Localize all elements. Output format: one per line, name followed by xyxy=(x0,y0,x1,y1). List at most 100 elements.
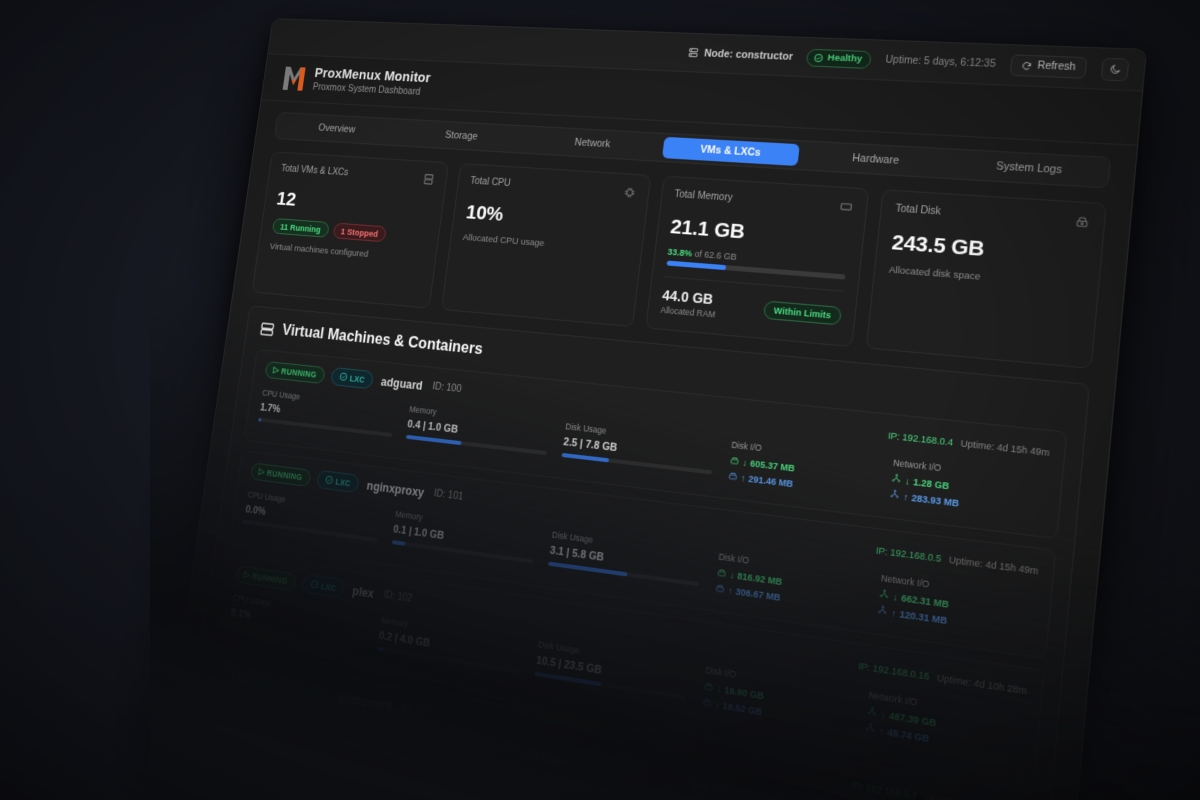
vm-cpu-fill xyxy=(243,519,245,524)
container-icon xyxy=(309,578,319,591)
hdd-icon xyxy=(729,455,740,468)
card-total-cpu-label: Total CPU xyxy=(469,175,512,189)
vm-network-meta: IP: 192.168.0.7 Uptime: 4d 15h 49m xyxy=(851,779,1016,800)
node-label: Node: constructor xyxy=(703,47,794,63)
card-total-disk: Total Disk 243.5 GB Allocated disk space xyxy=(865,189,1107,369)
card-total-memory-value: 21.1 GB xyxy=(669,215,746,244)
hdd-icon xyxy=(714,582,725,596)
vm-memory-fill xyxy=(391,540,406,546)
type-badge: LXC xyxy=(315,469,360,494)
allocated-ram-value: 44.0 GB xyxy=(661,287,714,308)
hdd-icon xyxy=(727,470,738,483)
vm-disk-metric: Disk Usage 2.5 | 7.8 GB xyxy=(561,421,716,475)
tilted-app-board: Node: constructor Healthy Uptime: 5 days… xyxy=(166,18,1148,800)
type-badge: LXC xyxy=(329,366,374,390)
vm-memory-metric: Memory 0.2 | 4.0 GB xyxy=(376,615,524,674)
servers-icon xyxy=(259,320,276,338)
hdd-icon xyxy=(716,567,727,581)
allocated-ram-label: Allocated RAM xyxy=(660,304,716,320)
tab-overview[interactable]: Overview xyxy=(317,122,356,136)
badge-running-count: 11 Running xyxy=(271,217,330,238)
vm-memory-fill xyxy=(376,646,385,652)
vm-memory-metric: Memory 0.4 | 1.0 GB xyxy=(405,404,551,456)
vm-uptime: Uptime: 4d 10h 28m xyxy=(936,671,1028,697)
card-total-cpu-note: Allocated CPU usage xyxy=(462,232,545,249)
cpu-icon xyxy=(622,186,636,204)
tab-hardware[interactable]: Hardware xyxy=(851,152,900,167)
tab-system-logs[interactable]: System Logs xyxy=(995,160,1063,177)
check-circle-icon xyxy=(813,52,824,62)
vm-disk-io-metric: Disk I/O ↓ 816.92 MB ↑ 306.67 MB xyxy=(714,551,865,618)
vm-cpu-metric: CPU Usage 0.1% xyxy=(228,593,368,649)
network-icon xyxy=(889,489,901,503)
vm-name: qbittorrent xyxy=(337,690,393,714)
vm-ip: IP: 192.168.0.16 xyxy=(857,660,930,682)
vm-id: ID: 101 xyxy=(433,488,464,503)
vm-network-meta: IP: 192.168.0.4 Uptime: 4d 15h 49m xyxy=(887,430,1050,458)
vm-row-list: ▷ RUNNING LXC adguard ID: 100 IP: 192.168… xyxy=(198,348,1068,800)
card-total-disk-note: Allocated disk space xyxy=(888,264,982,283)
type-badge: LXC xyxy=(301,573,346,599)
network-icon xyxy=(891,473,903,487)
card-total-memory: Total Memory 21.1 GB 33.8% of 62.6 GB xyxy=(644,175,870,348)
memory-icon xyxy=(839,200,854,219)
vm-name: plex xyxy=(351,583,375,601)
status-badge: ▷ RUNNING xyxy=(249,462,312,487)
status-badge-healthy: Healthy xyxy=(805,48,873,69)
vm-ip: IP: 192.168.0.7 xyxy=(850,778,918,800)
memory-percent: 33.8% xyxy=(666,246,693,259)
hdd-icon xyxy=(701,696,713,710)
status-badge: ▷ RUNNING xyxy=(235,564,297,591)
proxmenux-monitor-window: Node: constructor Healthy Uptime: 5 days… xyxy=(166,18,1148,800)
moon-icon xyxy=(1108,63,1121,75)
memory-meter: 33.8% of 62.6 GB xyxy=(665,246,847,280)
play-icon: ▷ xyxy=(228,673,236,684)
network-icon xyxy=(879,589,891,603)
memory-progress-fill xyxy=(665,260,726,271)
status-badge: ▷ RUNNING xyxy=(264,360,326,384)
hdd-icon xyxy=(690,795,702,800)
vm-net-io-metric: Network I/O ↓ 467.39 GB ↑ 48.74 GB xyxy=(864,690,1024,764)
vm-name: adguard xyxy=(380,374,424,393)
card-total-vms: Total VMs & LXCs 12 11 Running 1 Stopped xyxy=(251,151,449,309)
refresh-button[interactable]: Refresh xyxy=(1009,54,1088,79)
vm-cpu-fill xyxy=(228,623,230,628)
vm-ip: IP: 192.168.0.5 xyxy=(875,544,942,564)
theme-toggle-button[interactable] xyxy=(1100,57,1130,81)
card-total-cpu-value: 10% xyxy=(464,201,505,226)
network-icon xyxy=(866,706,878,721)
system-uptime: Uptime: 5 days, 6:12:35 xyxy=(885,54,997,70)
tab-network[interactable]: Network xyxy=(573,136,611,151)
vm-uptime: Uptime: 4d 15h 49m xyxy=(924,791,1015,800)
vm-disk-fill xyxy=(561,452,610,463)
vm-cpu-metric: CPU Usage 0.0% xyxy=(243,490,382,542)
vm-memory-metric: Memory 0.1 | 1.0 GB xyxy=(391,509,537,564)
vm-uptime: Uptime: 4d 15h 49m xyxy=(948,553,1039,576)
tab-vms-lxcs[interactable]: VMs & LXCs xyxy=(661,136,801,167)
play-icon: ▷ xyxy=(272,364,280,375)
vm-list-section: Virtual Machines & Containers ▷ RUNNING L… xyxy=(181,305,1091,800)
card-total-vms-value: 12 xyxy=(275,188,298,211)
hdd-icon xyxy=(703,680,715,694)
node-info: Node: constructor xyxy=(687,47,794,63)
card-total-vms-label: Total VMs & LXCs xyxy=(280,163,349,179)
vm-network-meta: IP: 192.168.0.16 Uptime: 4d 10h 28m xyxy=(858,660,1028,696)
vm-disk-metric: Disk Usage 3.1 | 5.8 GB xyxy=(548,530,703,587)
memory-progress-track xyxy=(665,260,846,280)
vm-cpu-fill xyxy=(258,417,261,422)
vm-id: ID: 100 xyxy=(431,381,462,395)
tab-storage[interactable]: Storage xyxy=(444,129,479,143)
vm-name: nginxproxy xyxy=(366,478,425,500)
vm-ip: IP: 192.168.0.4 xyxy=(887,429,954,448)
type-badge: LXC xyxy=(286,679,331,705)
refresh-icon xyxy=(1021,60,1033,71)
server-icon xyxy=(688,47,700,58)
vm-memory-fill xyxy=(364,737,366,742)
proxmenux-m-logo-icon xyxy=(281,64,308,92)
vm-id: ID: 103 xyxy=(401,702,432,719)
card-total-cpu: Total CPU 10% Allocated CPU usage xyxy=(440,163,651,328)
vm-disk-metric: Disk Usage 10.5 | 23.5 GB xyxy=(534,639,690,700)
vm-network-meta: IP: 192.168.0.5 Uptime: 4d 15h 49m xyxy=(875,545,1039,576)
hdd-icon xyxy=(1074,215,1090,235)
network-icon xyxy=(865,722,877,737)
